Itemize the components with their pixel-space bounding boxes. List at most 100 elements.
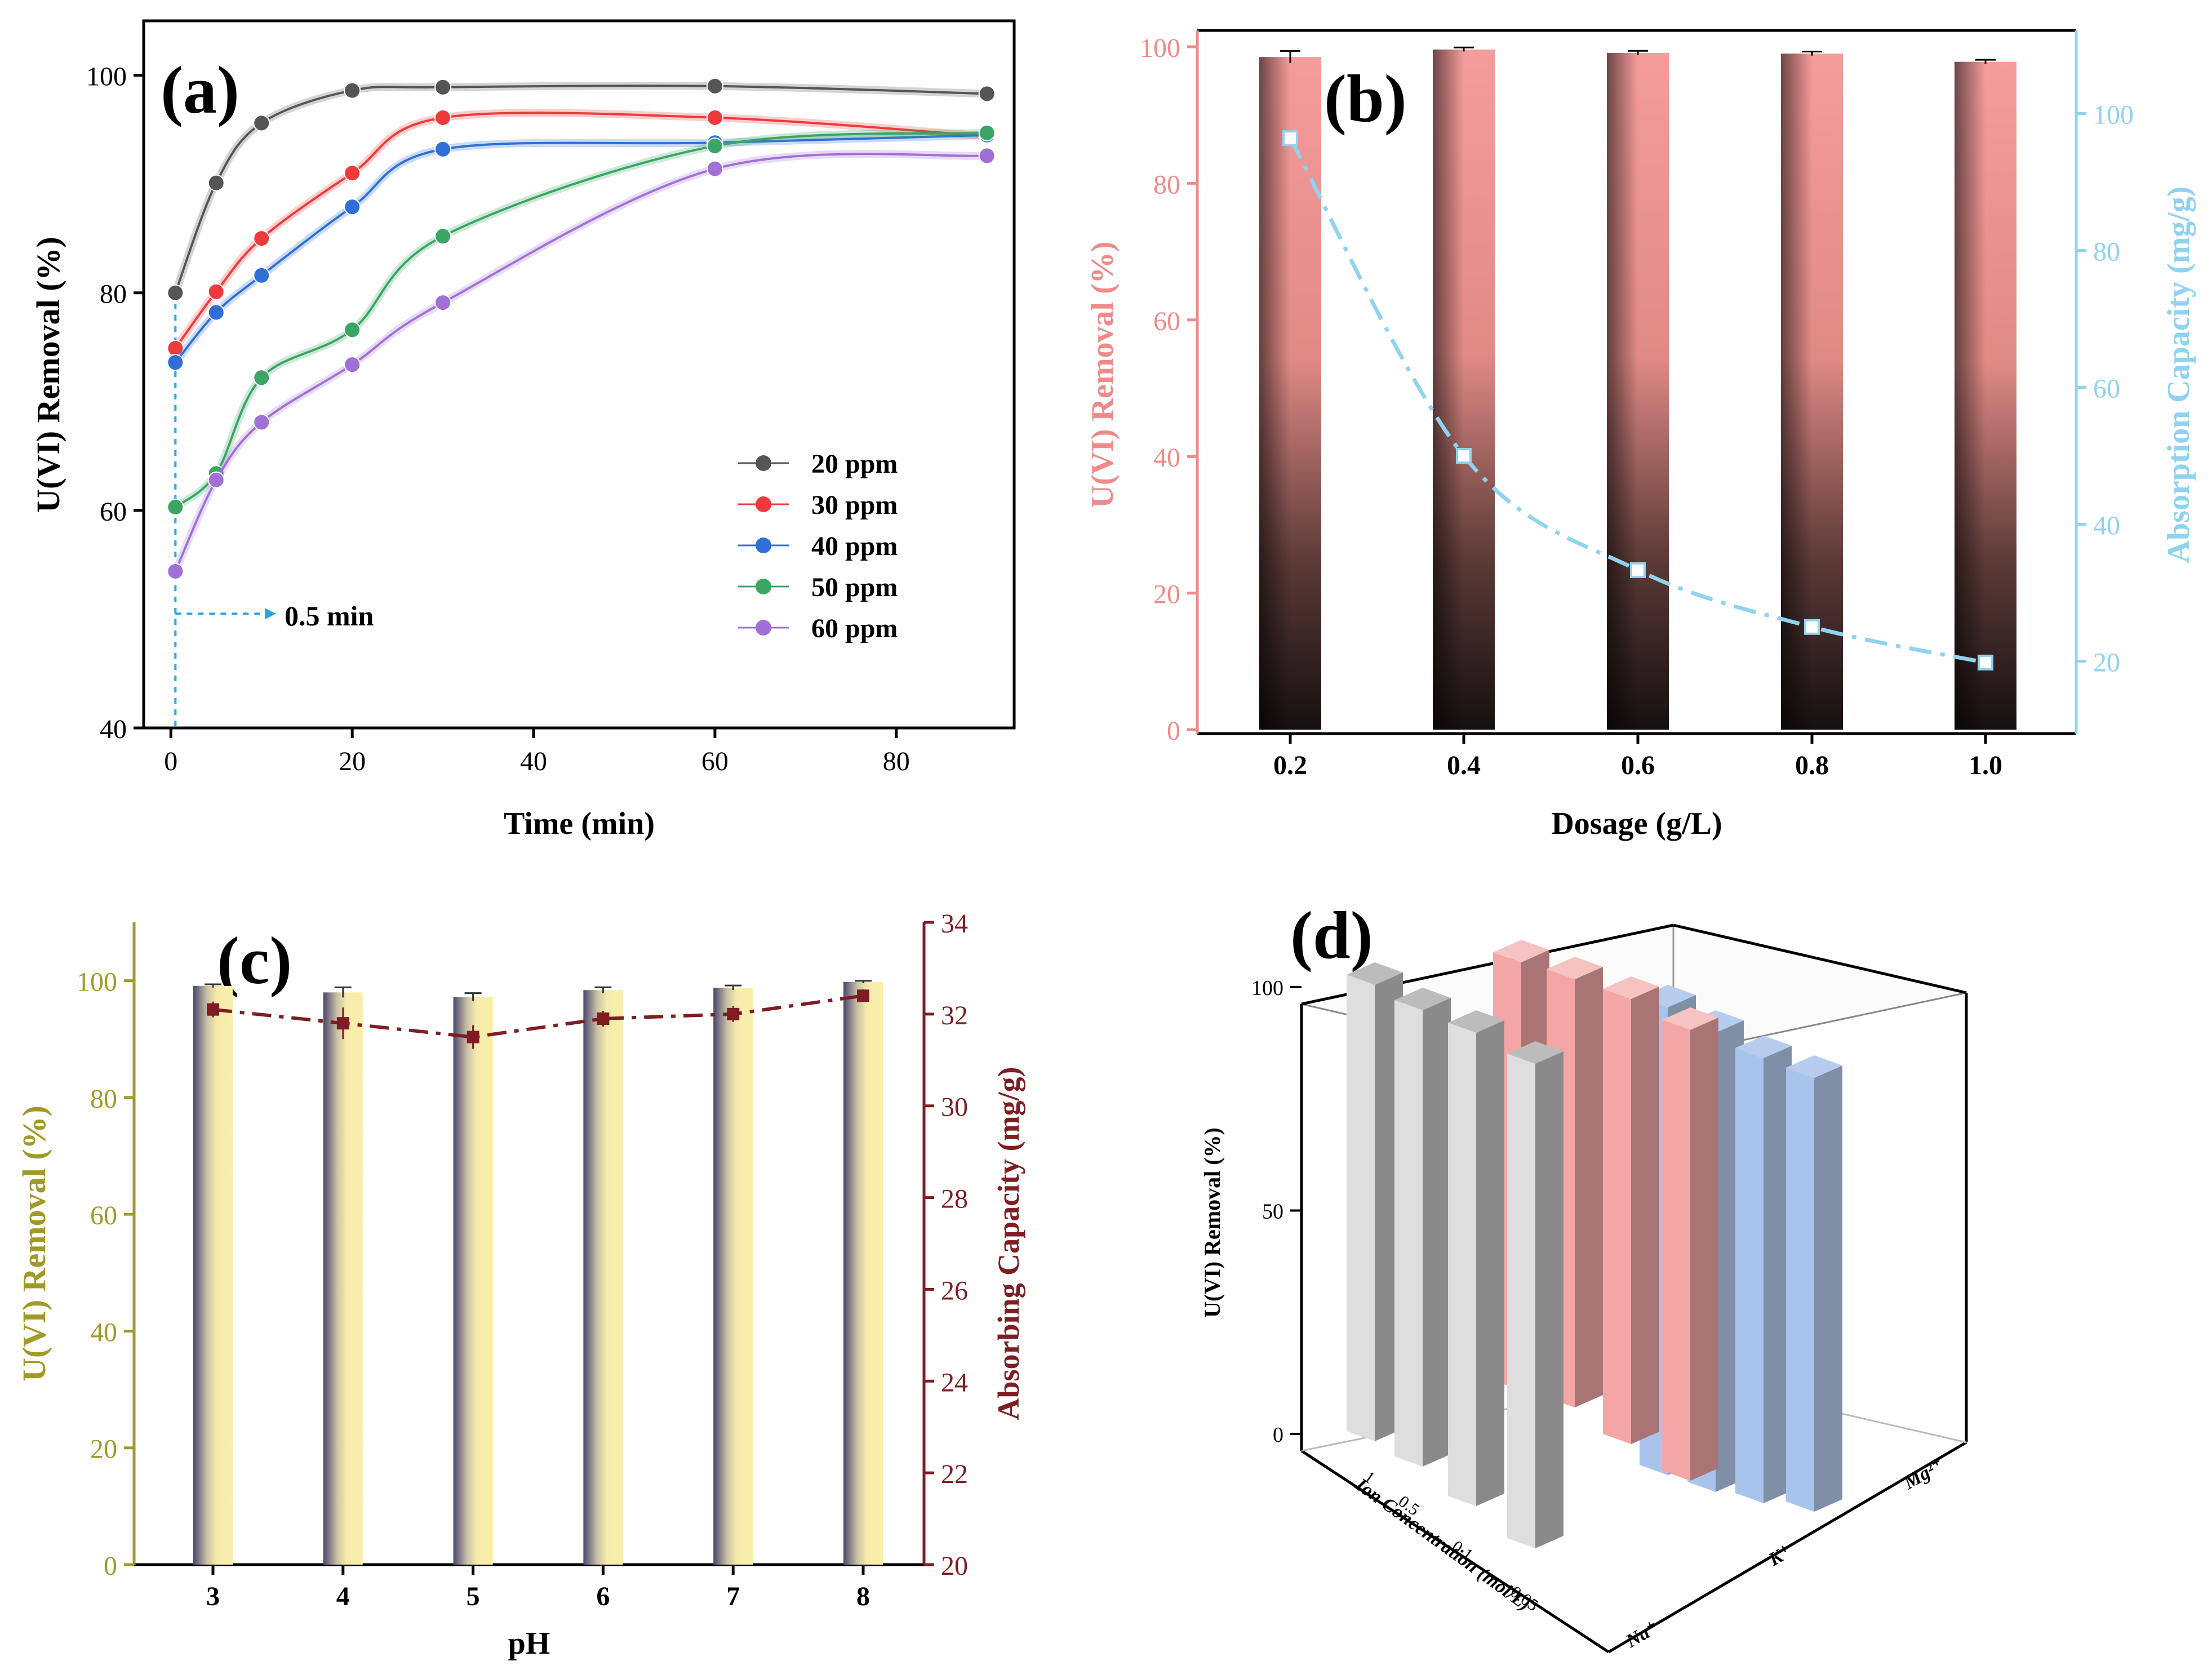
panel-b-y-right-title: Absorption Capacity (mg/g) bbox=[2161, 186, 2196, 563]
a-data-point bbox=[978, 85, 996, 103]
b-y-tick-label: 20 bbox=[1153, 580, 1180, 610]
d-bar-face-left bbox=[1735, 1048, 1764, 1503]
a-data-point bbox=[344, 356, 361, 374]
c-x-tick-label: 5 bbox=[467, 1582, 480, 1611]
a-data-point bbox=[344, 321, 361, 339]
b-yr-tick-label: 80 bbox=[2093, 237, 2120, 267]
a-series-line-3 bbox=[175, 131, 987, 508]
b-bar-shade bbox=[1607, 52, 1669, 730]
b-capacity-marker bbox=[1978, 654, 1993, 670]
c-y-tick-label: 0 bbox=[104, 1551, 117, 1581]
a-x-tick-label: 60 bbox=[701, 747, 729, 776]
a-legend-label: 40 ppm bbox=[811, 531, 898, 561]
a-legend-label: 60 ppm bbox=[811, 614, 898, 643]
a-data-point bbox=[253, 414, 270, 431]
a-series-band-1 bbox=[172, 109, 988, 351]
panel-a-y-ticks: 40 60 80 100 bbox=[86, 62, 144, 744]
d-bar-top bbox=[1507, 1041, 1563, 1064]
a-legend-marker bbox=[756, 496, 771, 512]
b-y-tick-label: 60 bbox=[1153, 307, 1180, 336]
a-x-tick-label: 20 bbox=[339, 747, 366, 776]
c-x-tick-label: 6 bbox=[596, 1582, 610, 1611]
a-data-point bbox=[434, 228, 452, 245]
panel-a: (a) 40 60 80 100 0 20 40 60 80 Time (min) U(VI)… bbox=[30, 19, 1016, 841]
c-y-tick-label: 40 bbox=[90, 1317, 117, 1347]
a-legend-marker bbox=[756, 620, 771, 636]
b-yr-tick-label: 100 bbox=[2093, 100, 2134, 130]
panel-b-y-title: U(VI) Removal (%) bbox=[1085, 242, 1120, 508]
c-capacity-marker bbox=[467, 1031, 479, 1043]
panel-d-label: (d) bbox=[1290, 898, 1373, 972]
a-legend-label: 20 ppm bbox=[811, 449, 898, 479]
d-bar-face-left bbox=[1662, 1020, 1690, 1481]
c-capacity-line bbox=[212, 994, 864, 1039]
c-bar bbox=[713, 988, 753, 1565]
a-series-line-1 bbox=[174, 112, 987, 349]
c-capacity-marker bbox=[857, 989, 869, 1002]
d-bar-face-left bbox=[1507, 1054, 1535, 1548]
panel-b-label: (b) bbox=[1324, 61, 1407, 136]
c-yr-tick-label: 32 bbox=[941, 1001, 968, 1031]
d-bar-top bbox=[1547, 957, 1603, 979]
panel-b: (b) 0 20 40 60 80 100 20 40 60 80 100 0.2 0.4 0.6 0.8 1… bbox=[1085, 29, 2196, 841]
panel-d-floor-edge bbox=[1607, 1441, 1967, 1654]
panel-b-x-title: Dosage (g/L) bbox=[1551, 806, 1722, 841]
panel-d-z-title: U(VI) Removal (%) bbox=[1200, 1127, 1225, 1318]
a-data-point bbox=[253, 267, 270, 284]
d-ion-tick-label: Na⁺ bbox=[1622, 1617, 1662, 1652]
d-bar-top bbox=[1662, 1007, 1718, 1030]
a-data-point bbox=[207, 471, 225, 488]
d-bar-top bbox=[1493, 940, 1549, 962]
b-capacity-marker bbox=[1456, 448, 1472, 464]
d-bar-top bbox=[1347, 962, 1403, 985]
b-x-tick-label: 0.4 bbox=[1447, 750, 1481, 780]
b-y-tick-label: 100 bbox=[1140, 33, 1180, 63]
b-bar-shade bbox=[1433, 49, 1495, 730]
a-data-point bbox=[253, 230, 270, 247]
c-y-tick-label: 80 bbox=[90, 1084, 117, 1114]
a-data-point bbox=[207, 283, 225, 300]
b-x-tick-label: 0.8 bbox=[1795, 750, 1829, 780]
d-bar-face-left bbox=[1394, 1000, 1423, 1467]
c-capacity-marker bbox=[336, 1017, 349, 1030]
c-capacity-marker bbox=[727, 1007, 740, 1020]
a-series-line-2 bbox=[174, 134, 987, 363]
panel-d-top-edge bbox=[1673, 923, 1967, 994]
a-data-point bbox=[207, 304, 225, 321]
panel-a-label: (a) bbox=[161, 52, 239, 127]
b-x-tick-label: 0.6 bbox=[1621, 750, 1655, 780]
a-data-point bbox=[434, 78, 452, 96]
a-arrow-head bbox=[265, 608, 276, 620]
panel-a-annotation: 0.5 min bbox=[285, 600, 374, 632]
a-data-point bbox=[167, 499, 184, 516]
c-yr-tick-label: 22 bbox=[941, 1459, 968, 1489]
c-yr-tick-label: 28 bbox=[941, 1184, 968, 1214]
panel-c-x-title: pH bbox=[508, 1626, 550, 1661]
a-series-line-4 bbox=[174, 153, 987, 572]
b-y-tick-label: 80 bbox=[1153, 170, 1180, 199]
c-y-tick-label: 60 bbox=[90, 1201, 117, 1231]
a-legend-label: 30 ppm bbox=[811, 490, 898, 520]
c-capacity-marker bbox=[207, 1003, 219, 1016]
b-capacity-marker bbox=[1282, 130, 1298, 146]
panel-b-plot: 0 20 40 60 80 100 20 40 60 80 100 0.2 0.4 0.6 0.8 1.0 bbox=[1140, 33, 2134, 780]
a-data-point bbox=[706, 137, 723, 155]
a-y-tick-label: 60 bbox=[100, 497, 127, 527]
b-bar-shade bbox=[1955, 61, 2016, 730]
a-data-point bbox=[706, 160, 723, 177]
d-bar-face-right bbox=[1764, 1046, 1792, 1503]
panel-d-floor-edge bbox=[1300, 1449, 1610, 1654]
a-data-point bbox=[706, 77, 723, 95]
d-bar-face-right bbox=[1690, 1018, 1718, 1481]
a-data-point bbox=[344, 82, 361, 99]
c-yr-tick-label: 24 bbox=[941, 1367, 968, 1397]
d-bar-face-left bbox=[1786, 1068, 1814, 1512]
panel-d-x-title: Ion Concentration (mol/L) bbox=[1351, 1474, 1534, 1615]
a-data-point bbox=[167, 284, 184, 301]
a-legend-marker bbox=[756, 455, 771, 471]
c-bar bbox=[193, 985, 233, 1565]
